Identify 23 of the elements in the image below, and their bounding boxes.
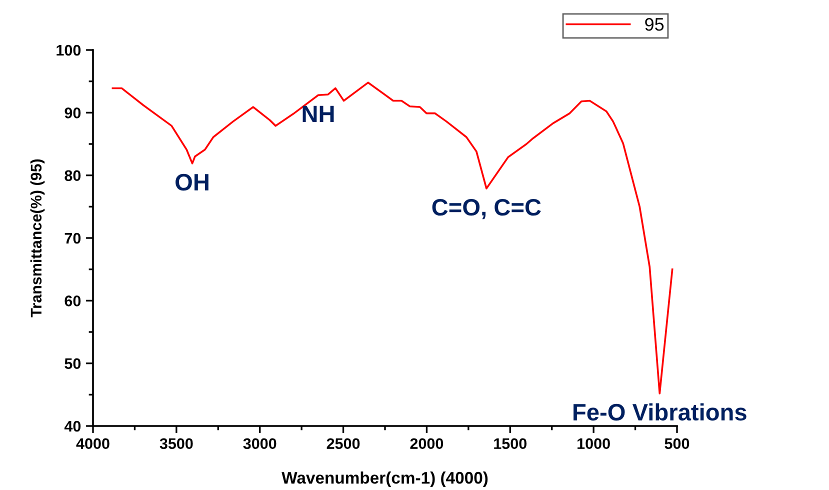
x-tick-label: 3000	[243, 438, 276, 450]
y-tick-label: 50	[64, 358, 81, 370]
annotation: OH	[176, 174, 208, 191]
annotation: NH	[302, 106, 334, 122]
legend-label: 95	[645, 18, 664, 31]
y-tick-label: 80	[64, 170, 81, 182]
x-tick-label: 2000	[410, 438, 444, 450]
x-tick-label: 2500	[326, 438, 360, 450]
x-axis-title: Wavenumber(cm-1) (4000)	[282, 471, 488, 488]
y-tick-label: 70	[64, 232, 81, 244]
y-tick-label: 100	[56, 44, 81, 56]
y-tick-label: 90	[64, 108, 81, 118]
annotation: Fe-O Vibrations	[574, 403, 746, 421]
y-axis-title: Transmittance(%) (95)	[30, 159, 45, 318]
x-tick-label: 1000	[578, 438, 610, 450]
x-tick-label: 3500	[160, 438, 193, 450]
y-tick-label: 60	[64, 296, 81, 306]
x-tick-label: 1500	[494, 438, 527, 450]
x-tick-label: 500	[664, 438, 690, 450]
annotation: C=O, C=C	[432, 198, 541, 220]
line-series	[112, 82, 674, 394]
y-tick-label: 40	[64, 420, 81, 432]
x-tick-label: 4000	[76, 438, 110, 450]
